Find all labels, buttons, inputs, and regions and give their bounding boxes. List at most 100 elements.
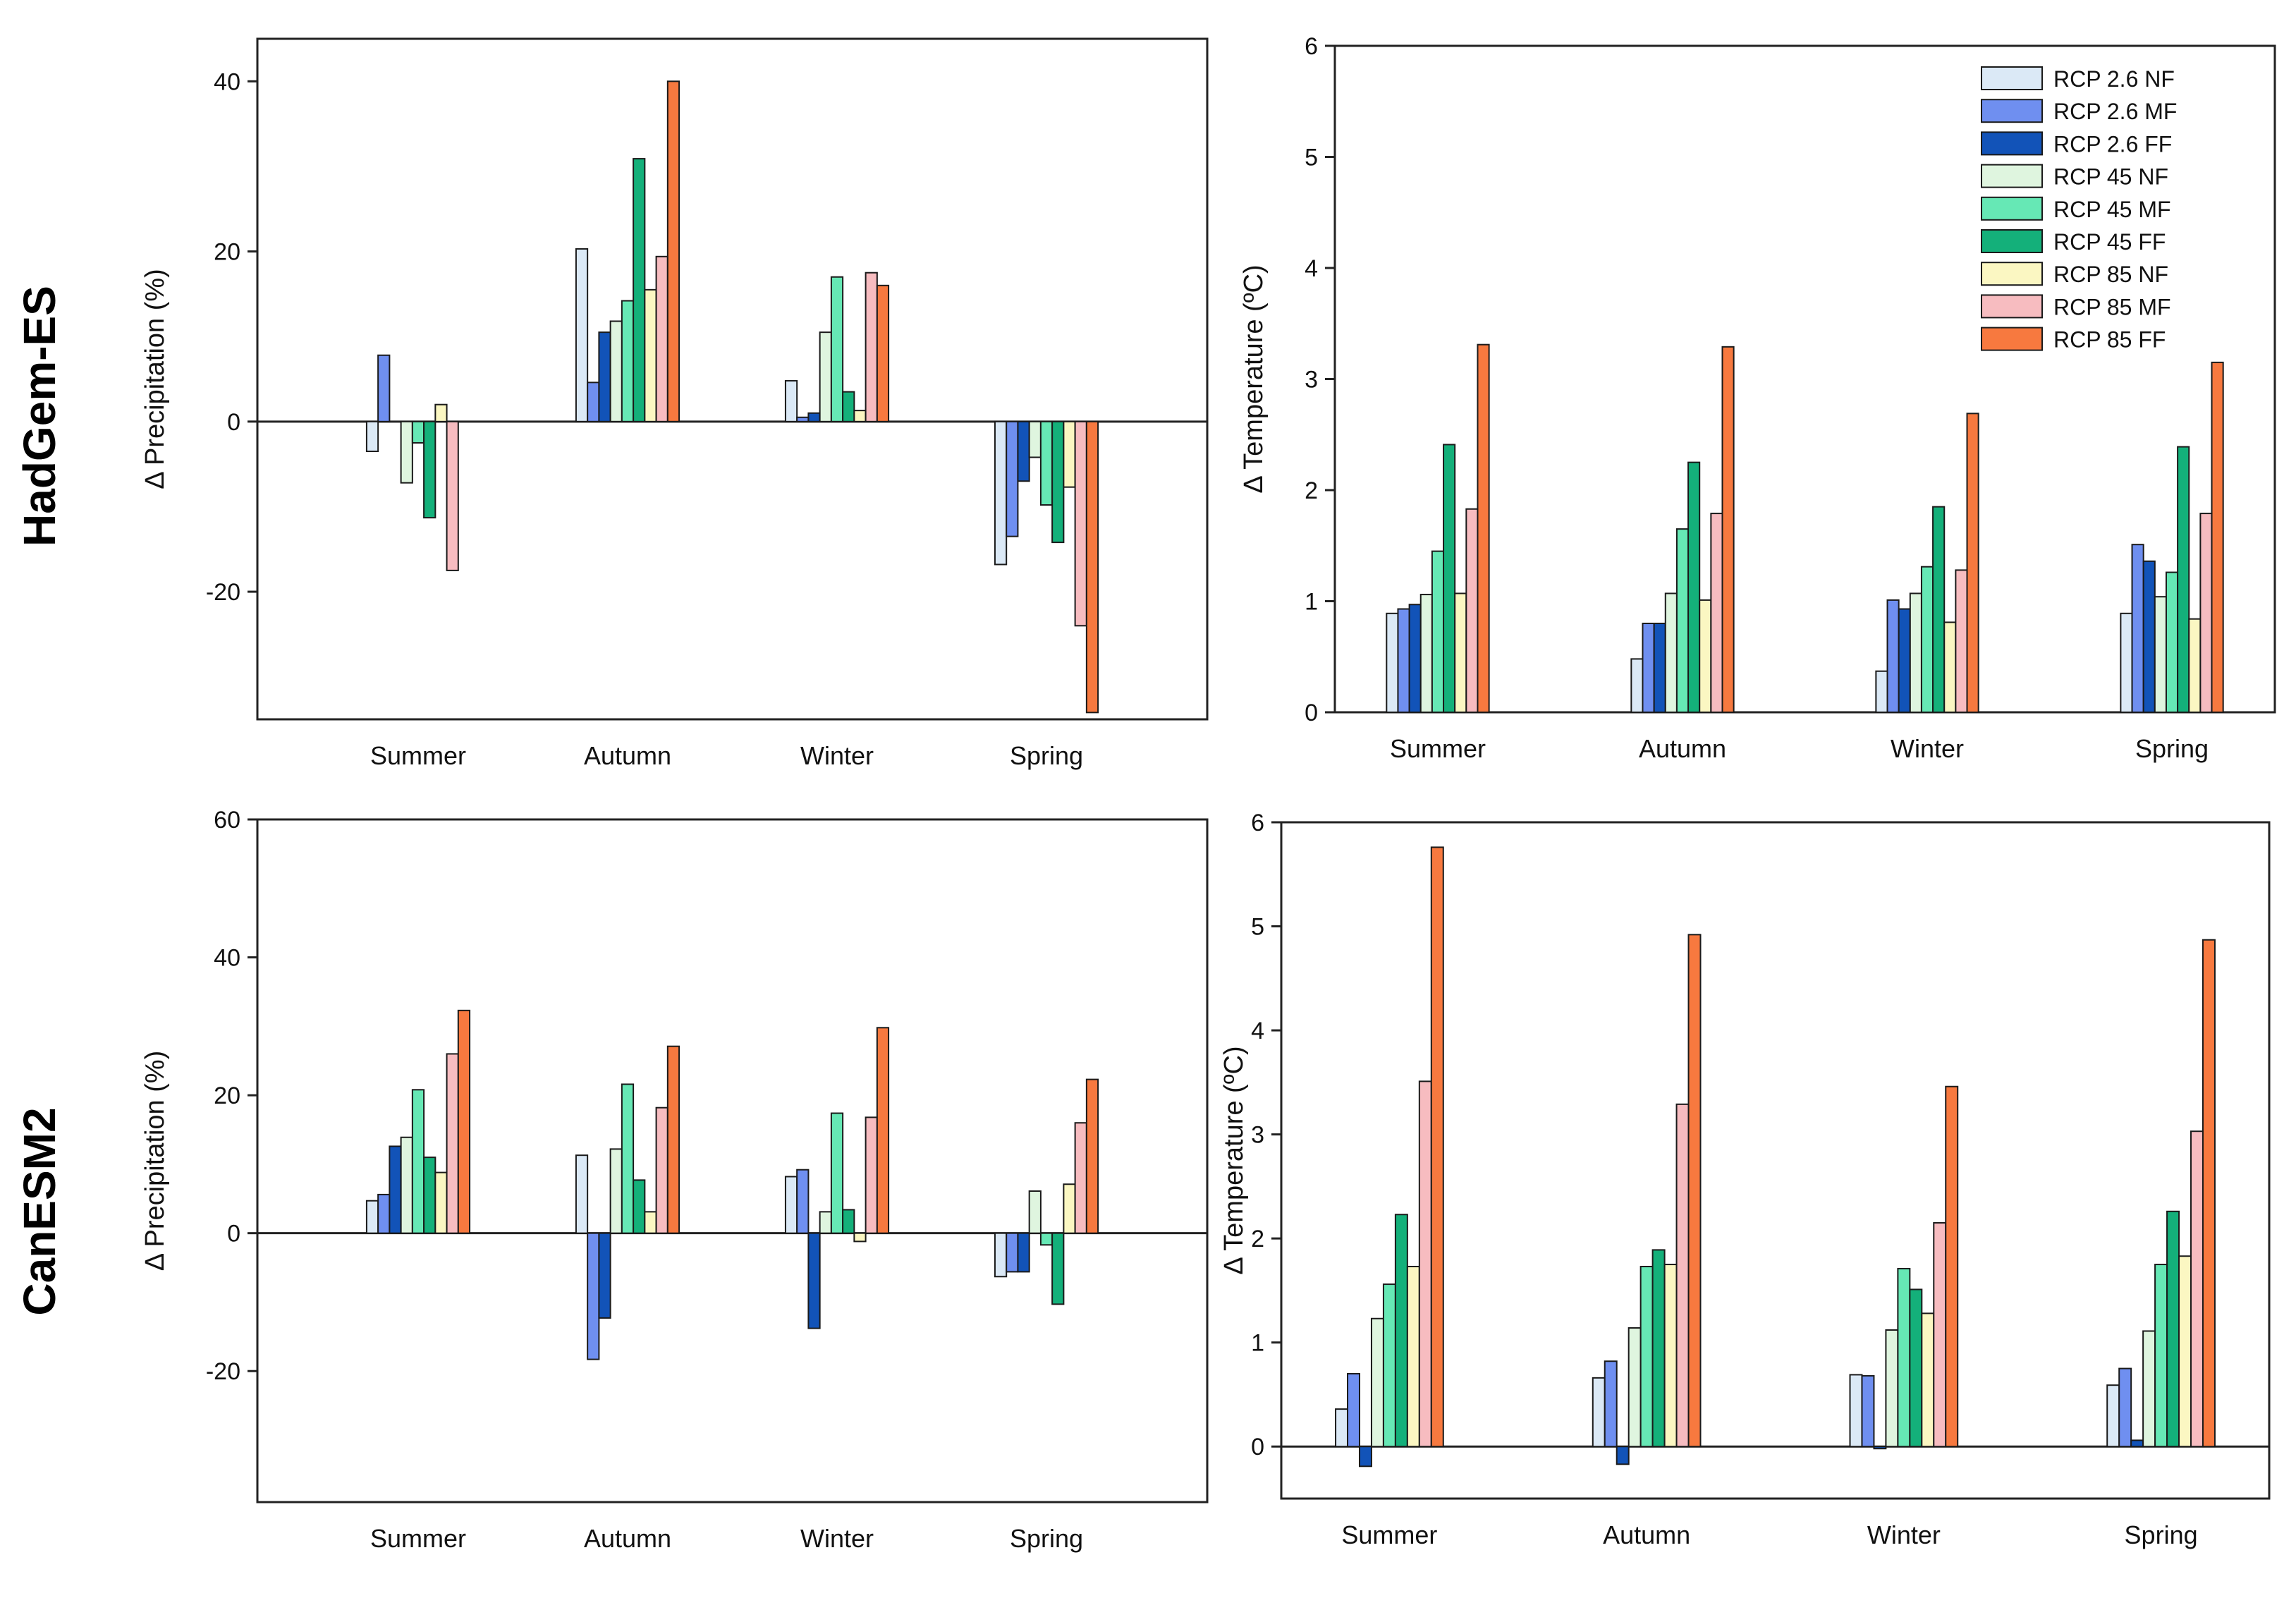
bar-canesm-precip-spring-6	[1063, 1183, 1076, 1234]
bar-hadgem-precip-autumn-5	[633, 158, 646, 422]
bar-canesm-precip-autumn-6	[644, 1211, 657, 1234]
bar-hadgem-temp-summer-1	[1397, 608, 1410, 714]
legend-label: RCP 45 NF	[2053, 164, 2168, 190]
legend-swatch	[1981, 327, 2043, 351]
bar-canesm-precip-autumn-8	[666, 1045, 680, 1234]
row-label-hadgem: HadGem-ES	[14, 286, 65, 547]
legend-swatch	[1981, 229, 2043, 253]
bar-canesm-temp-autumn-1	[1604, 1360, 1618, 1448]
bar-hadgem-precip-autumn-0	[575, 248, 589, 422]
bar-canesm-precip-summer-6	[434, 1171, 448, 1234]
bar-hadgem-temp-winter-8	[1966, 413, 1979, 713]
bar-canesm-temp-summer-1	[1347, 1372, 1360, 1448]
x-tick-label: Autumn	[1603, 1520, 1690, 1549]
bar-hadgem-precip-autumn-2	[598, 331, 611, 422]
bar-hadgem-temp-summer-8	[1477, 343, 1490, 713]
legend-swatch	[1981, 196, 2043, 221]
bar-hadgem-precip-winter-8	[876, 284, 890, 422]
bar-canesm-precip-winter-3	[819, 1211, 832, 1234]
legend-swatch	[1981, 294, 2043, 319]
bar-canesm-temp-spring-7	[2190, 1130, 2204, 1448]
y-tick-label: 20	[214, 239, 240, 266]
bar-canesm-precip-autumn-0	[575, 1154, 589, 1234]
x-tick-label: Winter	[1891, 734, 1964, 763]
legend-swatch	[1981, 164, 2043, 188]
bar-hadgem-temp-autumn-4	[1675, 528, 1690, 713]
bar-hadgem-precip-summer-4	[411, 420, 425, 444]
bar-canesm-temp-summer-2	[1358, 1446, 1372, 1468]
bar-hadgem-temp-winter-3	[1909, 592, 1922, 713]
x-tick-label: Spring	[1010, 741, 1083, 770]
bar-hadgem-precip-spring-2	[1017, 420, 1030, 482]
bar-hadgem-precip-spring-0	[994, 420, 1008, 566]
bar-hadgem-precip-spring-7	[1074, 420, 1087, 627]
bar-canesm-precip-summer-7	[446, 1053, 459, 1234]
bar-hadgem-temp-summer-6	[1454, 592, 1467, 713]
bar-canesm-temp-autumn-5	[1651, 1249, 1666, 1448]
y-axis-label: Δ Precipitation (%)	[140, 1051, 170, 1271]
bar-canesm-precip-autumn-1	[587, 1232, 600, 1360]
bar-canesm-precip-spring-8	[1085, 1078, 1099, 1234]
bar-hadgem-precip-summer-3	[400, 420, 413, 484]
bar-hadgem-temp-spring-0	[2120, 612, 2133, 714]
bar-canesm-precip-autumn-2	[598, 1232, 611, 1319]
y-tick-label: 4	[1251, 1018, 1264, 1044]
legend-swatch	[1981, 131, 2043, 156]
y-tick-label: -20	[206, 579, 240, 606]
legend-label: RCP 85 NF	[2053, 262, 2168, 287]
bar-hadgem-precip-winter-0	[784, 379, 798, 422]
y-tick-label: -20	[206, 1358, 240, 1385]
bar-canesm-temp-summer-6	[1406, 1265, 1420, 1448]
bar-hadgem-temp-spring-2	[2142, 560, 2156, 713]
legend-label: RCP 2.6 MF	[2053, 99, 2177, 124]
plot-frame	[256, 818, 1209, 1504]
bar-canesm-temp-spring-0	[2106, 1384, 2120, 1448]
bar-canesm-precip-summer-4	[411, 1089, 425, 1234]
x-tick-label: Winter	[800, 741, 874, 770]
bar-hadgem-temp-autumn-3	[1664, 592, 1678, 713]
bar-canesm-temp-autumn-3	[1628, 1327, 1642, 1448]
bar-hadgem-temp-winter-7	[1955, 569, 1968, 714]
bar-hadgem-precip-spring-6	[1063, 420, 1076, 488]
bar-canesm-temp-winter-4	[1897, 1267, 1911, 1448]
bar-hadgem-temp-autumn-1	[1642, 623, 1655, 713]
x-tick-label: Spring	[2135, 734, 2209, 763]
x-tick-label: Summer	[1390, 734, 1486, 763]
bar-canesm-temp-spring-4	[2154, 1264, 2168, 1448]
legend-label: RCP 2.6 FF	[2053, 131, 2172, 157]
y-axis-label: Δ Temperature (ºC)	[1219, 1046, 1249, 1274]
legend-label: RCP 85 MF	[2053, 294, 2171, 319]
bar-hadgem-temp-winter-4	[1920, 566, 1934, 713]
bar-hadgem-precip-winter-4	[830, 276, 844, 422]
bar-canesm-precip-autumn-4	[621, 1083, 635, 1234]
x-tick-label: Autumn	[584, 741, 671, 770]
bar-hadgem-temp-winter-6	[1943, 621, 1957, 713]
bar-hadgem-precip-spring-3	[1028, 420, 1042, 458]
y-tick-label: 3	[1305, 367, 1318, 394]
y-tick-label: 40	[214, 945, 240, 972]
bar-canesm-precip-spring-1	[1006, 1232, 1019, 1273]
bar-hadgem-precip-summer-7	[446, 420, 459, 571]
bar-hadgem-temp-summer-3	[1419, 594, 1433, 713]
bar-hadgem-precip-autumn-4	[621, 300, 635, 422]
bar-canesm-temp-summer-4	[1382, 1283, 1396, 1448]
bar-canesm-precip-winter-8	[876, 1027, 890, 1234]
bar-hadgem-precip-spring-5	[1051, 420, 1065, 544]
bar-canesm-temp-spring-6	[2178, 1255, 2192, 1448]
bar-hadgem-precip-winter-6	[853, 410, 867, 422]
bar-hadgem-temp-summer-4	[1431, 550, 1445, 713]
x-tick-label: Summer	[370, 741, 466, 770]
bar-hadgem-temp-summer-2	[1408, 604, 1422, 713]
legend-swatch	[1981, 66, 2043, 90]
x-tick-label: Autumn	[584, 1524, 671, 1553]
bar-hadgem-precip-spring-1	[1006, 420, 1019, 537]
bar-canesm-temp-winter-1	[1861, 1374, 1875, 1448]
plot-frame	[256, 37, 1209, 721]
y-tick-label: 1	[1305, 589, 1318, 616]
y-tick-label: 40	[214, 68, 240, 95]
bar-canesm-precip-spring-3	[1028, 1190, 1042, 1234]
bar-canesm-temp-summer-0	[1335, 1408, 1349, 1448]
y-tick-label: 2	[1251, 1226, 1264, 1252]
bar-canesm-precip-winter-6	[853, 1232, 867, 1243]
y-tick-label: 4	[1305, 255, 1318, 282]
